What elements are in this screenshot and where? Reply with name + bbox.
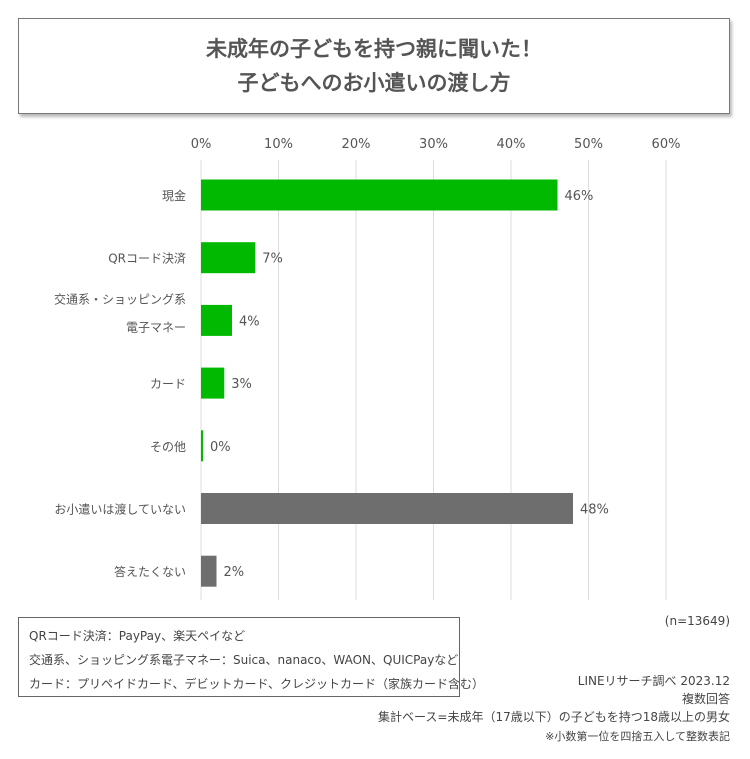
title-box: 未成年の子どもを持つ親に聞いた！ 子どもへのお小遣いの渡し方 — [18, 18, 730, 114]
x-tick-label: 30% — [419, 137, 448, 152]
note-qr: QRコード決済：PayPay、楽天ペイなど — [29, 629, 246, 643]
bar — [201, 493, 573, 524]
category-label: 交通系・ショッピング系 — [54, 291, 186, 306]
note-card: カード：プリペイドカード、デビットカード、クレジットカード（家族カード含む） — [29, 677, 485, 691]
data-label: 3% — [231, 377, 252, 392]
base-note: 集計ベース=未成年（17歳以下）の子どもを持つ18歳以上の男女 — [378, 710, 730, 724]
bar — [201, 179, 558, 211]
source: LINEリサーチ調べ 2023.12 — [577, 674, 730, 688]
sample-size: (n=13649) — [664, 614, 730, 628]
data-label: 48% — [580, 503, 609, 518]
data-label: 7% — [262, 252, 283, 267]
title-line-2: 子どもへのお小遣いの渡し方 — [237, 71, 511, 95]
bar — [201, 430, 203, 462]
note-emoney: 交通系、ショッピング系電子マネー：Suica、nanaco、WAON、QUICP… — [29, 653, 459, 667]
rounding-note: ※小数第一位を四捨五入して整数表記 — [545, 730, 730, 743]
category-label: カード — [150, 377, 186, 391]
x-tick-label: 0% — [191, 137, 212, 152]
title-line-1: 未成年の子どもを持つ親に聞いた！ — [206, 37, 542, 61]
bar — [201, 367, 225, 399]
x-tick-label: 10% — [264, 137, 293, 152]
category-label: お小遣いは渡していない — [54, 502, 186, 517]
bar — [201, 242, 256, 274]
answer-type: 複数回答 — [681, 692, 730, 706]
bar — [201, 304, 232, 336]
data-label: 4% — [239, 314, 260, 329]
bar-chart: 0% 10% 20% 30% 40% 50% 60% 46% 現金 7% QRコード決済 4% 交通系・… — [54, 137, 681, 600]
data-label: 2% — [224, 565, 245, 580]
category-label: 答えたくない — [114, 564, 186, 579]
x-tick-label: 20% — [342, 137, 371, 152]
data-label: 46% — [565, 189, 594, 204]
x-tick-label: 40% — [497, 137, 526, 152]
x-tick-label: 60% — [652, 137, 681, 152]
category-label: 現金 — [162, 188, 186, 203]
category-label: その他 — [150, 440, 186, 454]
x-tick-label: 50% — [574, 137, 603, 152]
category-label: 電子マネー — [126, 320, 186, 334]
data-label: 0% — [210, 440, 231, 455]
notes-box: QRコード決済：PayPay、楽天ペイなど 交通系、ショッピング系電子マネー：S… — [18, 617, 485, 697]
category-label: QRコード決済 — [108, 251, 186, 266]
bar — [201, 555, 217, 587]
